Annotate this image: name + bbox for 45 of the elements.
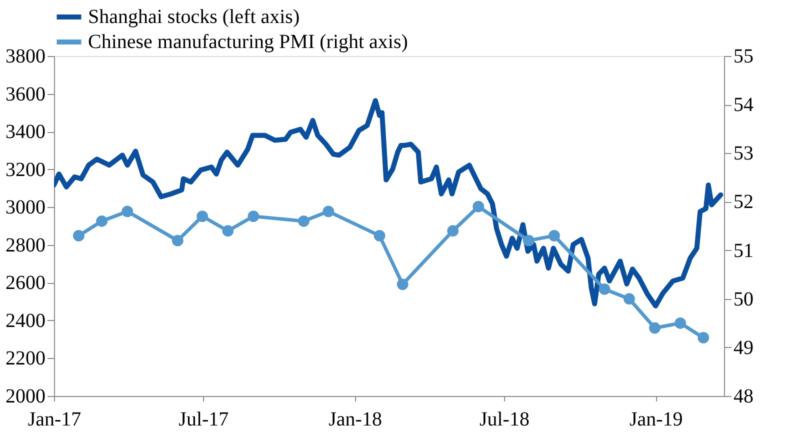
y-tick-label: 2800 (6, 234, 46, 256)
point (522, 234, 534, 246)
point (222, 225, 234, 237)
point (472, 200, 484, 212)
point (396, 278, 408, 290)
point (248, 210, 260, 222)
point (548, 230, 560, 242)
y2-tick-label: 55 (734, 46, 754, 68)
point (73, 230, 84, 242)
y-tick-label: 3600 (6, 83, 46, 106)
y2-tick-label: 48 (734, 386, 754, 408)
point (196, 210, 208, 222)
x-tick-label: Jan-18 (328, 408, 382, 430)
point (447, 225, 459, 237)
legend-label: Chinese manufacturing PMI (right axis) (88, 31, 408, 53)
y-tick-label: 2400 (6, 310, 46, 332)
legend-label: Shanghai stocks (left axis) (88, 6, 300, 28)
x-tick-label: Jul-17 (178, 408, 229, 430)
point (624, 293, 635, 305)
x-tick-label: Jan-19 (629, 408, 683, 430)
point (298, 215, 310, 227)
point (96, 215, 108, 227)
y2-tick-label: 53 (734, 142, 754, 165)
y-tick-label: 3400 (6, 121, 46, 144)
y2-tick-label: 49 (734, 336, 754, 359)
x-tick-label: Jul-18 (479, 408, 530, 430)
x-tick-label: Jan-17 (28, 408, 82, 430)
y-tick-label: 3000 (6, 196, 46, 219)
y-tick-label: 3200 (6, 158, 46, 181)
point (598, 283, 610, 295)
y2-tick-label: 51 (734, 240, 754, 262)
y-tick-label: 2000 (6, 386, 46, 408)
point (322, 206, 334, 218)
y-tick-label: 2200 (6, 348, 46, 370)
y-tick-label: 2600 (6, 272, 46, 294)
y-tick-label: 3800 (6, 46, 46, 68)
point (374, 230, 386, 242)
point (172, 234, 184, 246)
point (649, 322, 660, 334)
point (122, 206, 134, 218)
y2-tick-label: 50 (734, 288, 754, 310)
point (698, 332, 710, 344)
y2-tick-label: 52 (734, 191, 754, 214)
y2-tick-label: 54 (734, 94, 754, 116)
point (674, 317, 686, 329)
